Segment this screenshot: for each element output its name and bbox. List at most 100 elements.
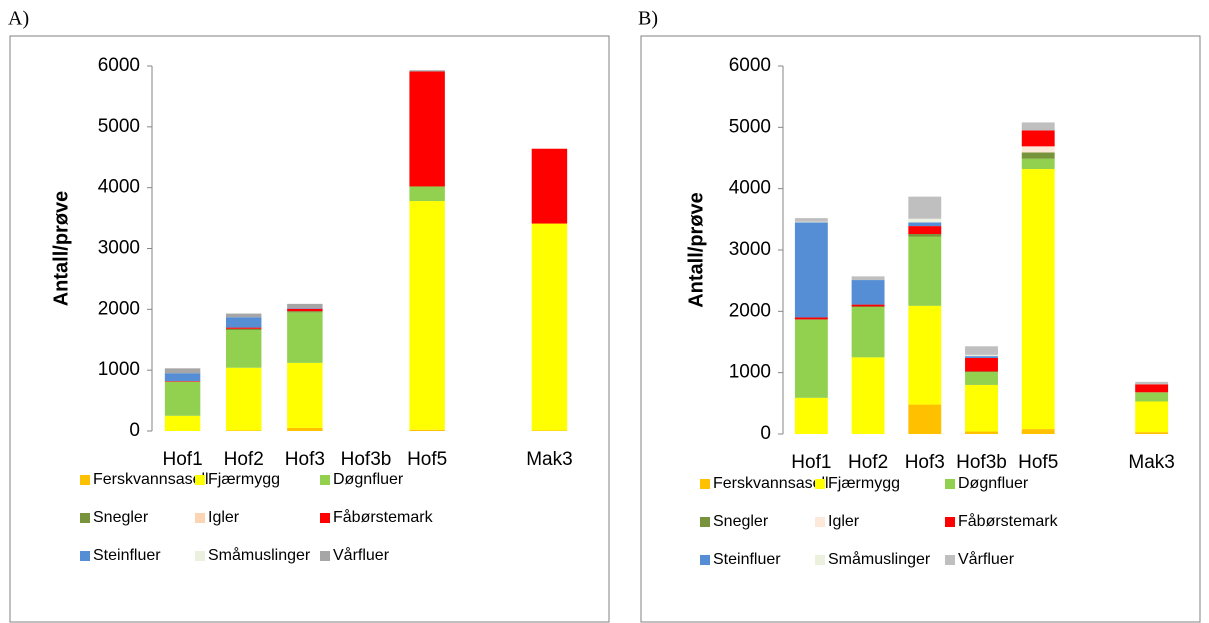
legend-swatch bbox=[195, 513, 205, 523]
bar-segment bbox=[225, 328, 262, 331]
legend-label: Steinfluer bbox=[713, 551, 781, 568]
bar-segment bbox=[1135, 392, 1169, 402]
y-tick-label: 0 bbox=[129, 420, 140, 441]
x-tick-label: Hof3b bbox=[956, 452, 1007, 473]
bar-segment bbox=[965, 356, 998, 358]
bar-segment bbox=[225, 430, 262, 431]
bar-segment bbox=[225, 317, 262, 328]
bar-segment bbox=[1135, 384, 1169, 393]
y-tick-label: 1000 bbox=[98, 359, 140, 380]
legend-swatch bbox=[320, 475, 330, 485]
bar-segment bbox=[965, 346, 998, 355]
y-tick-label: 5000 bbox=[98, 116, 140, 137]
legend-swatch bbox=[320, 551, 330, 561]
bar-segment bbox=[287, 308, 323, 309]
bar-segment bbox=[409, 201, 445, 430]
bar-segment bbox=[164, 381, 201, 382]
legend-label: Ferskvannsasell bbox=[713, 475, 829, 492]
bar-segment bbox=[908, 305, 942, 405]
legend-label: Steinfluer bbox=[93, 547, 161, 564]
y-tick-label: 0 bbox=[760, 423, 771, 444]
bar-segment bbox=[287, 427, 323, 431]
x-tick-label: Hof2 bbox=[848, 452, 888, 473]
bar-segment bbox=[794, 319, 828, 398]
bar-segment bbox=[409, 186, 445, 202]
legend-swatch bbox=[945, 479, 955, 489]
bar-segment bbox=[965, 372, 998, 385]
y-tick-label: 1000 bbox=[729, 362, 771, 383]
bar-segment bbox=[851, 357, 885, 434]
bar-segment bbox=[851, 276, 885, 281]
legend-swatch bbox=[320, 513, 330, 523]
legend-swatch bbox=[945, 517, 955, 527]
y-tick-label: 3000 bbox=[729, 239, 771, 260]
bar-segment bbox=[1021, 146, 1055, 153]
x-tick-label: Hof3 bbox=[905, 452, 945, 473]
x-tick-label: Hof1 bbox=[163, 449, 203, 470]
bar-segment bbox=[409, 71, 445, 187]
x-tick-label: Hof3 bbox=[285, 449, 325, 470]
legend-swatch bbox=[700, 555, 710, 565]
y-tick-label: 4000 bbox=[98, 177, 140, 198]
y-tick-label: 6000 bbox=[98, 55, 140, 76]
bar-segment bbox=[851, 304, 885, 307]
legend-swatch bbox=[815, 555, 825, 565]
legend-swatch bbox=[80, 551, 90, 561]
x-tick-label: Hof2 bbox=[224, 449, 264, 470]
bar-segment bbox=[225, 313, 262, 318]
bar-segment bbox=[794, 221, 828, 223]
panel-label: B) bbox=[638, 8, 658, 30]
bar-segment bbox=[287, 311, 323, 313]
bar-segment bbox=[225, 330, 262, 368]
legend-label: Døgnfluer bbox=[333, 471, 404, 488]
bar-segment bbox=[164, 373, 201, 382]
bar-segment bbox=[851, 280, 885, 305]
x-tick-label: Hof5 bbox=[407, 449, 447, 470]
bar-segment bbox=[965, 371, 998, 373]
bar-segment bbox=[531, 430, 568, 431]
x-tick-label: Mak3 bbox=[526, 449, 572, 470]
legend-swatch bbox=[80, 475, 90, 485]
y-tick-label: 3000 bbox=[98, 238, 140, 259]
legend-label: Fåbørstemark bbox=[333, 508, 434, 526]
legend-label: Småmuslinger bbox=[208, 546, 311, 564]
legend-swatch bbox=[815, 479, 825, 489]
bar-segment bbox=[794, 319, 828, 320]
bar-segment bbox=[965, 354, 998, 357]
legend-swatch bbox=[945, 555, 955, 565]
legend-label: Døgnfluer bbox=[958, 475, 1029, 492]
bar-segment bbox=[908, 218, 942, 223]
x-tick-label: Mak3 bbox=[1128, 452, 1174, 473]
legend-label: Igler bbox=[828, 513, 860, 530]
y-tick-label: 2000 bbox=[98, 298, 140, 319]
legend-label: Snegler bbox=[713, 513, 769, 530]
legend-label: Fjærmygg bbox=[828, 475, 900, 492]
bar-segment bbox=[908, 222, 942, 227]
legend-swatch bbox=[700, 517, 710, 527]
legend-label: Vårfluer bbox=[333, 546, 390, 564]
bar-segment bbox=[1021, 169, 1055, 430]
panel-label: A) bbox=[8, 8, 29, 30]
y-axis-label: Antall/prøve bbox=[50, 191, 72, 307]
bar-segment bbox=[164, 368, 201, 374]
bar-segment bbox=[164, 415, 201, 431]
bar-segment bbox=[531, 223, 568, 431]
legend-swatch bbox=[815, 517, 825, 527]
x-tick-label: Hof1 bbox=[791, 452, 831, 473]
legend-swatch bbox=[195, 475, 205, 485]
legend-label: Snegler bbox=[93, 509, 149, 526]
y-tick-label: 5000 bbox=[729, 116, 771, 137]
legend-label: Ferskvannsasell bbox=[93, 471, 209, 488]
bar-segment bbox=[1135, 381, 1169, 385]
bar-segment bbox=[225, 367, 262, 431]
bar-segment bbox=[531, 148, 568, 224]
bar-segment bbox=[1021, 429, 1055, 434]
bar-segment bbox=[225, 327, 262, 329]
bar-segment bbox=[164, 381, 201, 416]
panel-frame bbox=[9, 35, 610, 623]
legend-swatch bbox=[700, 479, 710, 489]
bar-segment bbox=[287, 362, 323, 428]
bar-segment bbox=[851, 306, 885, 308]
bar-segment bbox=[794, 317, 828, 320]
